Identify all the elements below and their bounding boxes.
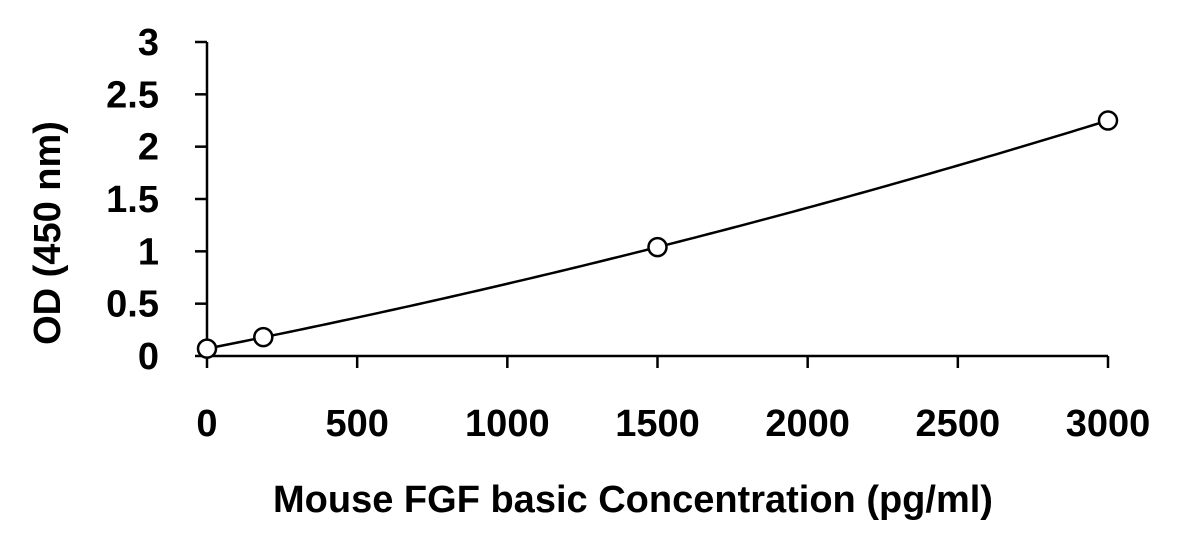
x-tick-label: 2500 xyxy=(916,403,1001,445)
x-tick-label: 500 xyxy=(325,403,388,445)
x-tick-label: 2000 xyxy=(765,403,850,445)
data-point xyxy=(196,338,218,359)
x-axis-ticks: 0 500 1000 1500 2000 2500 3000 xyxy=(196,356,1150,445)
data-point xyxy=(647,236,668,258)
x-tick-label: 3000 xyxy=(1066,403,1151,445)
plot-area: 0 0.5 1 1.5 2 2.5 3 0 500 1000 1500 2000 2500 3000 xyxy=(106,22,1150,445)
y-tick-label: 1.5 xyxy=(106,179,159,221)
y-axis-title: OD (450 nm) xyxy=(27,121,69,345)
data-point xyxy=(253,326,274,348)
x-axis-title: Mouse FGF basic Concentration (pg/ml) xyxy=(273,479,993,521)
y-tick-label: 0.5 xyxy=(106,284,159,326)
fit-curve xyxy=(206,119,1109,350)
y-tick-label: 3 xyxy=(138,22,159,64)
y-tick-label: 2.5 xyxy=(106,74,159,116)
y-axis-ticks: 0 0.5 1 1.5 2 2.5 3 xyxy=(106,22,207,378)
y-tick-label: 0 xyxy=(138,336,159,378)
y-tick-label: 2 xyxy=(138,127,159,169)
x-tick-label: 1000 xyxy=(465,403,550,445)
data-point xyxy=(1097,110,1119,131)
data-points xyxy=(196,110,1119,359)
x-tick-label: 1500 xyxy=(615,403,700,445)
x-tick-label: 0 xyxy=(196,403,217,445)
y-tick-label: 1 xyxy=(138,231,159,273)
